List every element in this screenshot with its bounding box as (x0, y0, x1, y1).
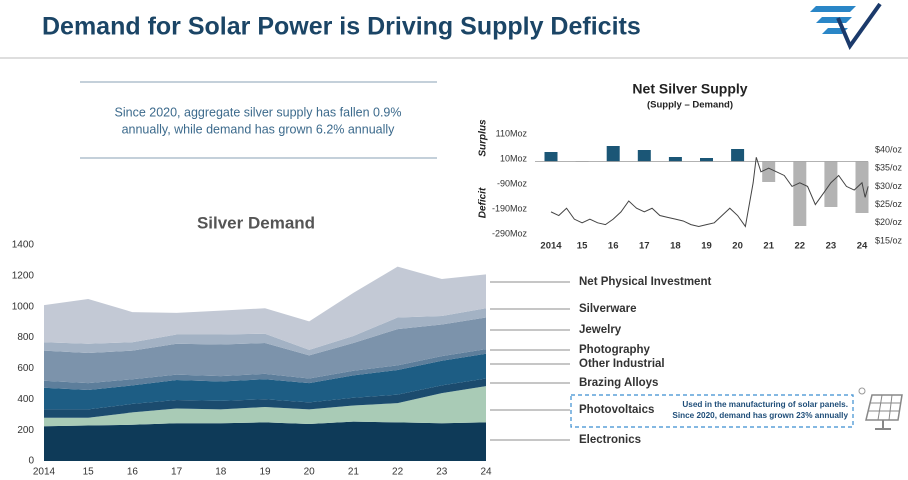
legend-label: Silverware (579, 303, 637, 315)
slide-title: Demand for Solar Power is Driving Supply… (42, 13, 641, 41)
y-tick-label: 800 (17, 332, 34, 343)
bar (668, 157, 682, 162)
area-layer (44, 421, 486, 461)
solar-panel-icon (858, 387, 903, 430)
y-tick-label: -190Moz (492, 203, 528, 213)
x-tick-label: 17 (639, 241, 650, 252)
y-tick-label: 400 (17, 394, 34, 405)
x-tick-label: 23 (826, 241, 837, 252)
x-tick-label: 21 (763, 241, 774, 252)
x-tick-label: 2014 (540, 241, 562, 252)
callout-text: Since 2020, aggregate silver supply has … (115, 105, 402, 119)
legend-label: Brazing Alloys (579, 377, 658, 389)
price-line (550, 157, 869, 228)
bar (637, 150, 651, 162)
y2-tick-label: $25/oz (875, 199, 903, 209)
bar (606, 146, 620, 162)
x-tick-label: 20 (732, 241, 743, 252)
bar (700, 158, 713, 162)
x-tick-label: 15 (577, 241, 588, 252)
y-tick-label: 1200 (12, 270, 35, 281)
area-layer (44, 386, 486, 427)
y2-tick-label: $35/oz (875, 163, 903, 173)
y-tick-label: 10Moz (500, 153, 528, 163)
area-layer (44, 308, 486, 356)
area-layer (44, 353, 486, 410)
x-tick-label: 19 (701, 241, 712, 252)
bar (824, 161, 838, 207)
logo (810, 2, 882, 51)
x-tick-label: 18 (670, 241, 681, 252)
x-tick-label: 22 (392, 467, 404, 478)
x-tick-label: 21 (348, 467, 360, 478)
area-layer (44, 317, 486, 384)
x-tick-label: 24 (480, 467, 492, 478)
axis-label: Deficit (478, 187, 489, 218)
x-tick-label: 22 (795, 241, 806, 252)
y-tick-label: 200 (17, 425, 34, 436)
chart-title: Silver Demand (197, 213, 315, 232)
y-tick-label: 0 (28, 456, 34, 467)
bar (855, 161, 869, 213)
y2-tick-label: $20/oz (875, 217, 903, 227)
chart-title: Net Silver Supply (632, 81, 747, 97)
y-tick-label: -290Moz (492, 228, 528, 238)
note-box (570, 394, 854, 428)
x-tick-label: 16 (608, 241, 619, 252)
bar (544, 152, 558, 162)
legend-label: Photovoltaics (579, 404, 654, 416)
y2-tick-label: $40/oz (875, 144, 903, 154)
chart-subtitle: (Supply – Demand) (647, 100, 733, 111)
x-tick-label: 24 (857, 241, 868, 252)
note-text: Since 2020, demand has grown 23% annuall… (672, 411, 848, 420)
legend-label: Electronics (579, 434, 641, 446)
y2-tick-label: $30/oz (875, 181, 903, 191)
x-tick-label: 16 (127, 467, 139, 478)
axis-label: Surplus (478, 119, 489, 157)
y-tick-label: 110Moz (496, 128, 528, 138)
area-layer (44, 349, 486, 391)
y2-tick-label: $15/oz (875, 235, 903, 245)
x-tick-label: 23 (436, 467, 448, 478)
legend-label: Photography (579, 344, 651, 356)
x-tick-label: 15 (83, 467, 95, 478)
legend-label: Net Physical Investment (579, 276, 711, 288)
x-tick-label: 17 (171, 467, 183, 478)
y-tick-label: 1400 (12, 240, 35, 251)
callout-text: annually, while demand has grown 6.2% an… (122, 122, 396, 136)
legend-label: Jewelry (579, 324, 622, 336)
area-layer (44, 378, 486, 418)
legend-label: Other Industrial (579, 358, 665, 370)
x-tick-label: 20 (304, 467, 316, 478)
y-tick-label: 600 (17, 363, 34, 374)
x-tick-label: 2014 (33, 467, 56, 478)
area-layer (44, 266, 486, 350)
x-tick-label: 18 (215, 467, 227, 478)
y-tick-label: 1000 (12, 301, 35, 312)
bar (762, 161, 776, 182)
y-tick-label: -90Moz (497, 178, 528, 188)
note-text: Used in the manufacturing of solar panel… (682, 400, 848, 409)
bar (793, 161, 807, 226)
x-tick-label: 19 (259, 467, 271, 478)
bar (731, 149, 745, 162)
